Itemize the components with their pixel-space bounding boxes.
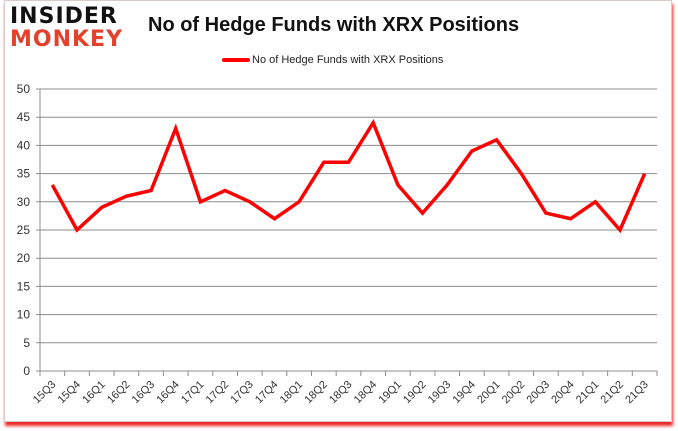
legend-swatch-icon [222, 58, 250, 62]
x-tick-label: 18Q2 [302, 379, 330, 407]
x-tick-label: 19Q4 [450, 379, 478, 407]
x-tick-label: 16Q4 [154, 379, 182, 407]
x-tick-label: 20Q3 [525, 379, 553, 407]
x-tick-label: 19Q2 [401, 379, 429, 407]
x-tick-label: 18Q3 [327, 379, 355, 407]
y-tick-label: 20 [17, 251, 31, 265]
x-tick-label: 17Q1 [179, 379, 207, 407]
y-tick-label: 0 [23, 364, 30, 378]
insider-monkey-logo: INSIDER MONKEY [10, 6, 130, 52]
x-tick-label: 20Q2 [500, 379, 528, 407]
x-tick-label: 19Q1 [376, 379, 404, 407]
y-tick-label: 40 [17, 138, 31, 152]
x-tick-label: 17Q2 [204, 379, 232, 407]
chart-frame [4, 0, 672, 422]
y-tick-label: 50 [17, 82, 31, 96]
series-line [50, 118, 647, 234]
x-tick-label: 21Q3 [623, 379, 651, 407]
x-tick-label: 17Q3 [228, 379, 256, 407]
y-tick-label: 5 [23, 336, 30, 350]
x-tick-label: 16Q1 [80, 379, 108, 407]
x-tick-label: 20Q1 [475, 379, 503, 407]
x-tick-label: 16Q2 [105, 379, 133, 407]
y-tick-label: 25 [17, 223, 31, 237]
x-tick-label: 18Q4 [352, 379, 380, 407]
y-tick-label: 10 [17, 308, 31, 322]
logo-line1: INSIDER [10, 4, 118, 29]
x-tick-label: 15Q4 [56, 379, 84, 407]
chart-legend: No of Hedge Funds with XRX Positions [222, 54, 443, 66]
y-tick-label: 30 [17, 195, 31, 209]
logo-line2: MONKEY [10, 27, 124, 52]
x-tick-label: 21Q1 [574, 379, 602, 407]
x-tick-label: 16Q3 [130, 379, 158, 407]
x-tick-label: 19Q3 [426, 379, 454, 407]
x-tick-label: 20Q4 [549, 379, 577, 407]
x-tick-label: 18Q1 [278, 379, 306, 407]
x-tick-label: 15Q3 [31, 379, 59, 407]
x-tick-label: 17Q4 [253, 379, 281, 407]
y-tick-label: 15 [17, 279, 31, 293]
chart-title: No of Hedge Funds with XRX Positions [148, 14, 520, 36]
x-tick-label: 21Q2 [599, 379, 627, 407]
y-tick-label: 45 [17, 110, 31, 124]
y-tick-label: 35 [17, 167, 31, 181]
legend-label: No of Hedge Funds with XRX Positions [252, 54, 444, 66]
